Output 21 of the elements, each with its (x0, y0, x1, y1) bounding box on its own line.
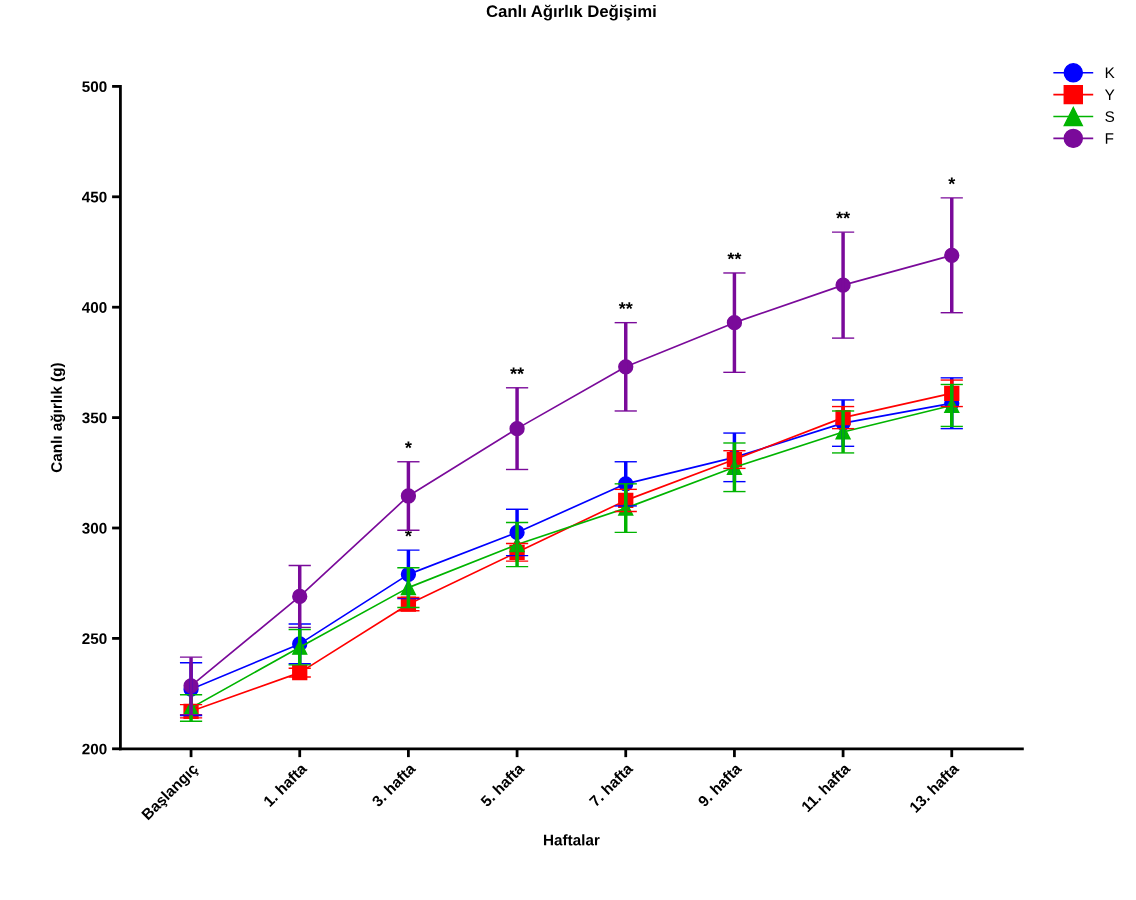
annotation: * (404, 441, 412, 449)
annotation: * (404, 529, 412, 537)
y-tick-label: 400 (81, 302, 107, 313)
annotation: ** (727, 252, 742, 260)
y-tick-label: 250 (82, 633, 107, 645)
legend-label: K (1105, 67, 1115, 79)
y-tick-label: 500 (82, 81, 107, 93)
legend-label: Y (1104, 89, 1115, 100)
legend-label: F (1105, 133, 1114, 144)
annotation: ** (510, 367, 525, 375)
y-tick-label: 300 (82, 522, 107, 534)
y-tick-label: 350 (82, 412, 107, 424)
annotation: * (948, 177, 956, 185)
annotation: ** (618, 302, 633, 310)
annotation: ** (836, 211, 851, 219)
y-tick-label: 200 (82, 743, 107, 755)
chart-title: Canlı Ağırlık Değişimi (486, 4, 656, 21)
legend-label: S (1105, 111, 1115, 123)
y-tick-label: 450 (81, 191, 107, 203)
x-axis-title: Haftalar (543, 834, 600, 846)
y-axis-title: Canlı ağırlık (g) (50, 363, 66, 473)
